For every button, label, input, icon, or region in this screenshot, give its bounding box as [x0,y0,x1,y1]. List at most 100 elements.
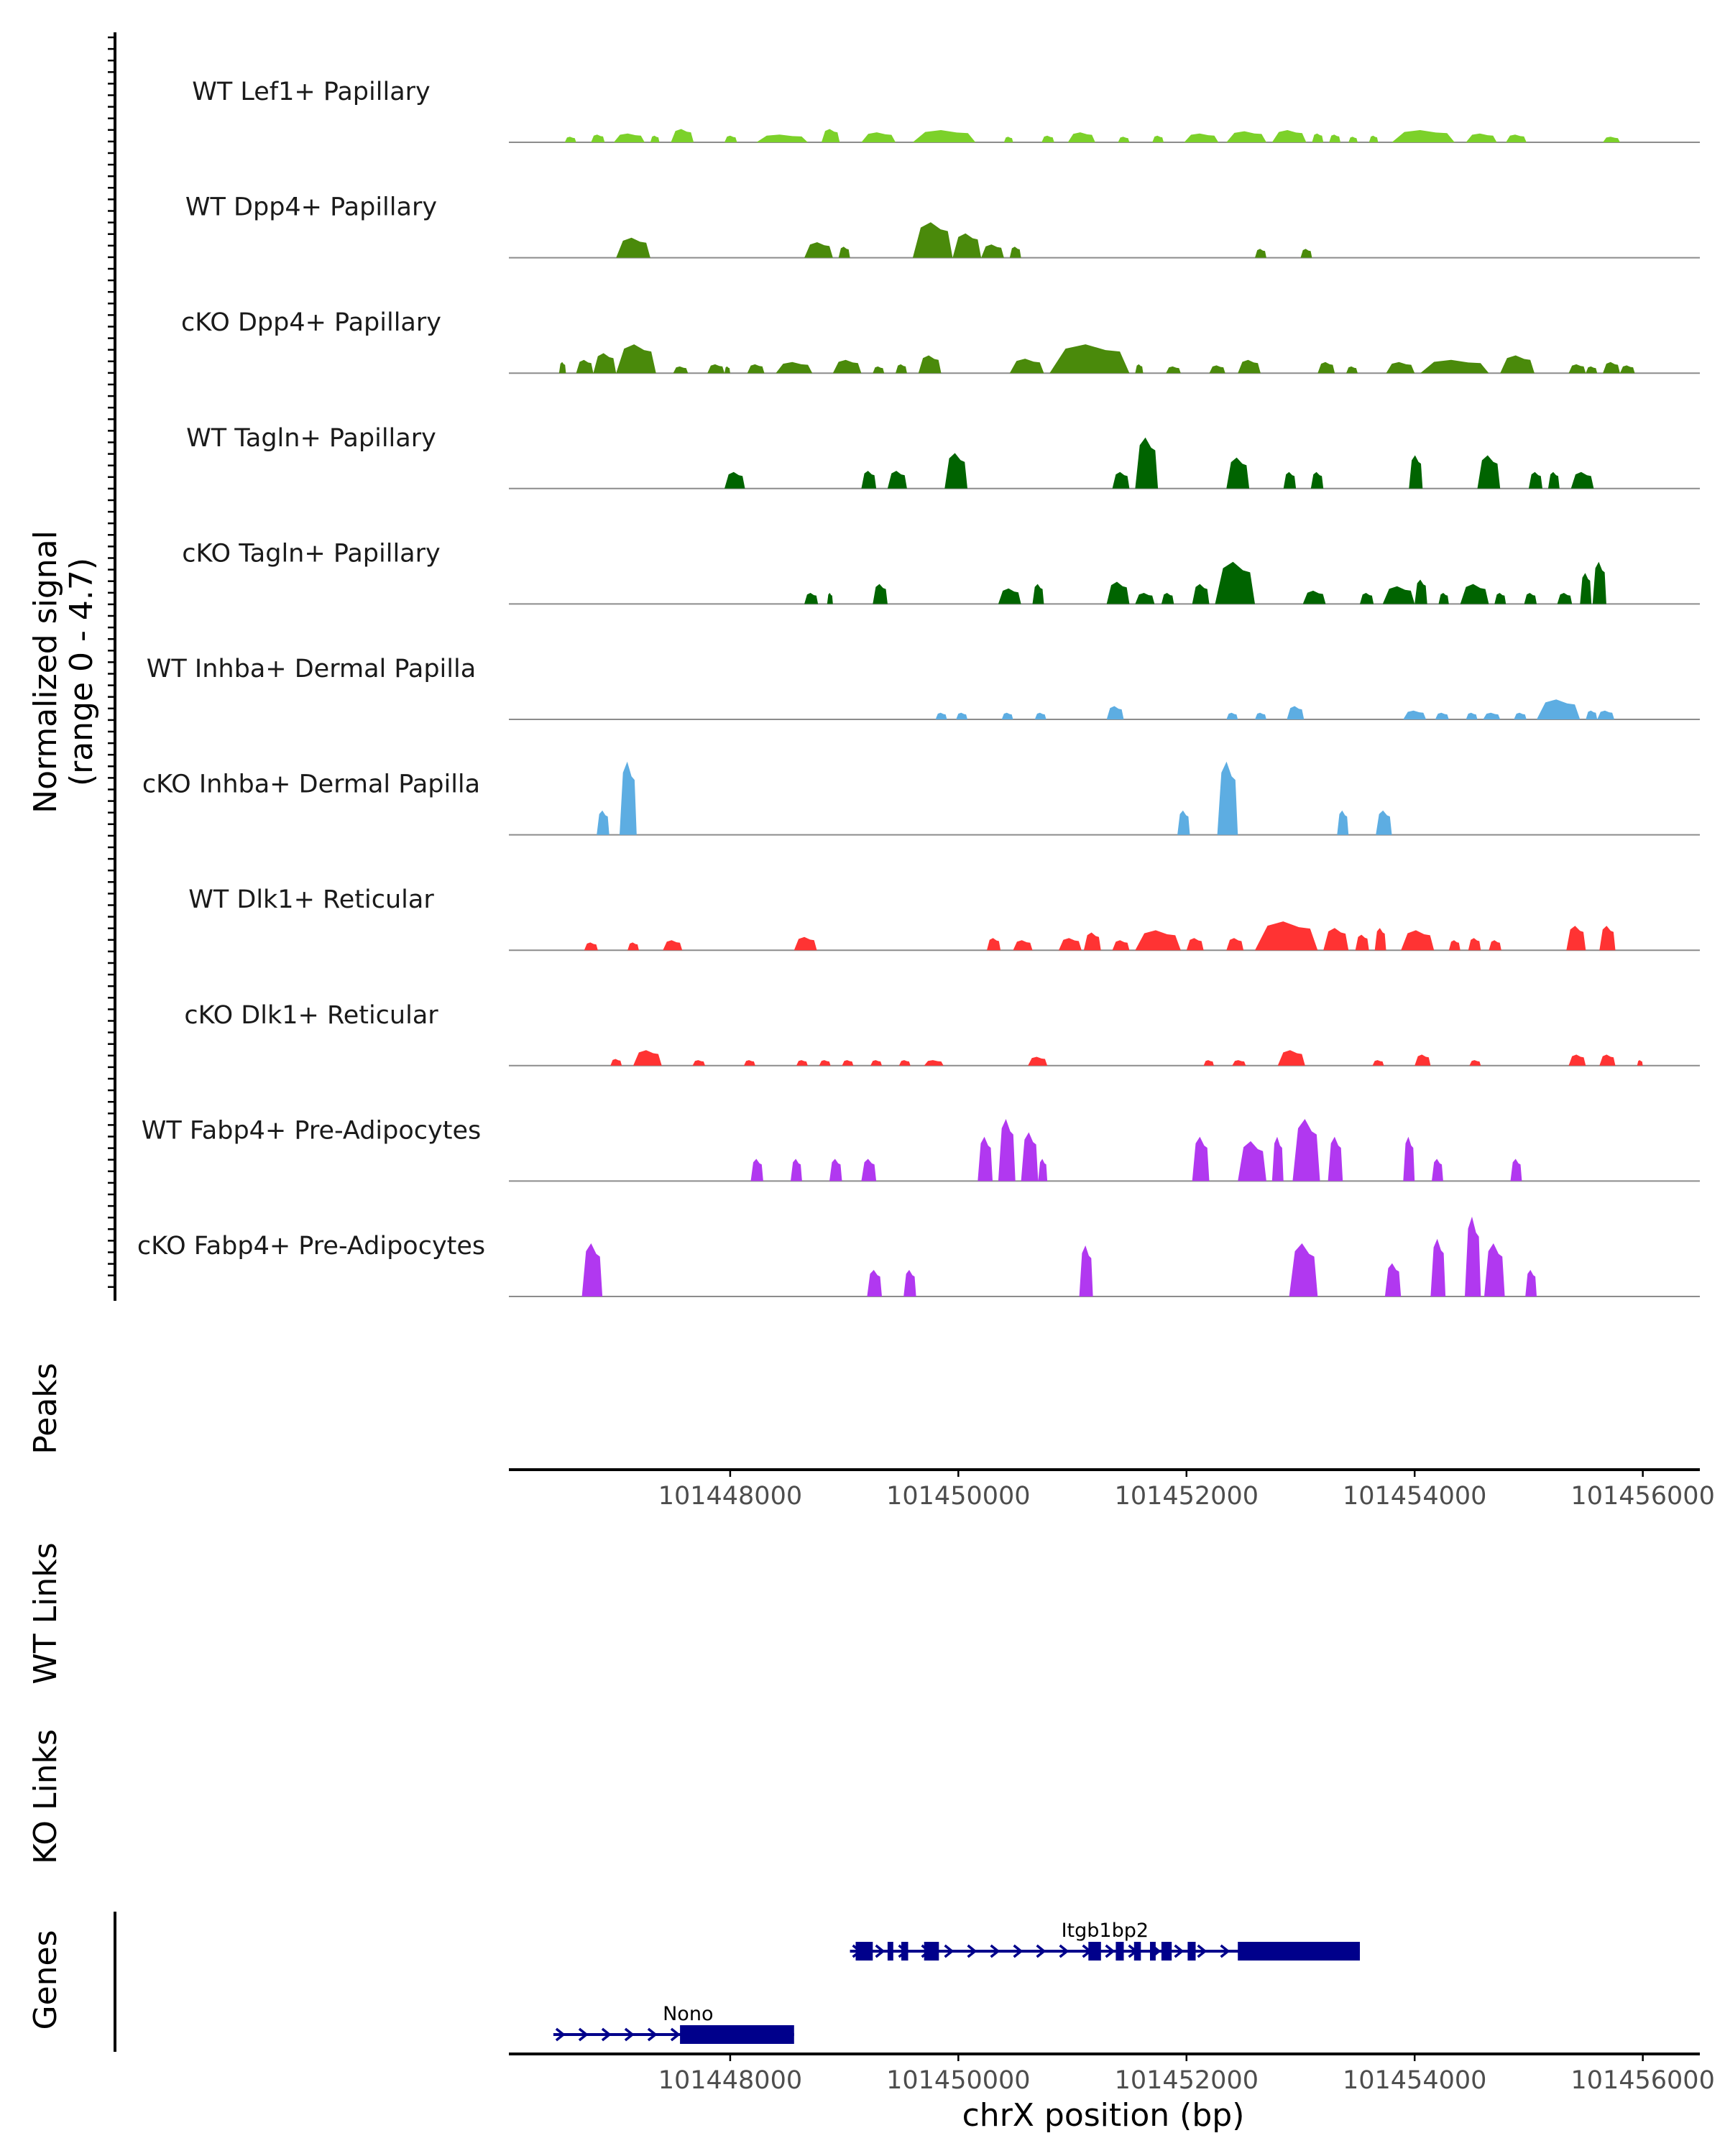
signal-peak [724,471,745,489]
signal-peak [1414,1054,1431,1066]
signal-peak [1329,134,1340,142]
signal-peak [1083,932,1101,951]
signal-peak [627,942,639,951]
signal-peak [1337,810,1349,835]
signal-peak [912,222,953,258]
signal-peak [829,1158,842,1181]
signal-peak [1292,1119,1320,1181]
signal-peak [1177,810,1190,835]
gene-track: Nono Itgb1bp2 [553,1920,1361,2044]
signal-peak [873,584,888,604]
genes-x-tick-label: 101448000 [658,2066,802,2095]
signal-peak [1348,137,1358,142]
signal-peak [1494,593,1506,604]
signal-peak [1586,366,1598,374]
signal-peak [1038,1158,1048,1181]
signal-peak [838,247,850,258]
track-label: cKO Inhba+ Dermal Papilla [142,770,480,799]
signal-peak [1432,1158,1443,1181]
genes-x-tick-label: 101450000 [886,2066,1030,2095]
peaks-x-tick-label: 101448000 [658,1482,802,1511]
gene-exon [887,1942,893,1961]
signal-peak [1255,249,1266,258]
signal-peak [1021,1132,1039,1181]
strand-arrow [875,1944,886,1958]
strand-arrow [1059,1944,1070,1958]
signal-peak [804,593,819,604]
signal-peak [1032,584,1044,604]
track-wt-inhba-dermal-papilla: WT Inhba+ Dermal Papilla [147,655,1700,720]
signal-peak [1255,712,1266,719]
genes-x-tick-label: 101452000 [1115,2066,1259,2095]
peaks-x-axis: 101448000 101450000 101452000 101454000 1014… [509,1468,1715,1511]
signal-peak [1226,131,1266,142]
signal-peak [1203,1060,1214,1066]
signal-peak [924,1060,944,1066]
signal-peak [1238,359,1261,374]
signal-peak [581,1243,603,1296]
signal-peak [1466,133,1497,142]
strand-arrow [1174,1944,1184,1958]
signal-peak [903,1270,916,1296]
strand-arrow [624,2027,635,2042]
signal-peak [620,761,637,835]
strand-arrow [578,2027,589,2042]
signal-peak [1001,712,1013,719]
signal-peak [861,471,877,489]
track-wt-dpp4-papillary: WT Dpp4+ Papillary [185,193,1700,259]
signal-peak [1277,1050,1305,1066]
track-label: cKO Tagln+ Papillary [182,539,441,568]
signal-peak [597,810,610,835]
signal-peak [1192,1136,1210,1181]
signal-peak [870,1060,882,1066]
signal-peak [1226,938,1244,951]
signal-peak [1637,1060,1643,1066]
signal-peak [616,344,656,374]
signal-peak [796,1060,808,1066]
strand-arrow [647,2027,658,2042]
wt-links-track-label: WT Links [27,1542,64,1684]
signal-peak [1597,710,1614,719]
strand-arrow [1197,1944,1208,1958]
signal-peak [1118,137,1130,142]
track-wt-dlk1-reticular: WT Dlk1+ Reticular [188,885,1700,952]
signal-peak [1386,361,1415,374]
signal-peak [1506,134,1527,142]
signal-peak [671,129,694,142]
signal-peak [1403,1136,1415,1181]
signal-peak [1079,1245,1093,1296]
signal-peak [827,593,833,604]
signal-peak [1209,365,1225,374]
track-wt-lef1-papillary: WT Lef1+ Papillary [192,78,1700,143]
track-cko-fabp4-pre-adipocytes: cKO Fabp4+ Pre-Adipocytes [137,1216,1700,1297]
signal-peak [898,1060,911,1066]
signal-peak [1302,590,1326,604]
signal-peak [867,1270,882,1296]
signal-peak [1484,1243,1505,1296]
signal-peak [1161,593,1174,604]
genes-x-tick-label: 101454000 [1343,2066,1486,2095]
signal-peak [981,244,1004,258]
signal-peak [1460,584,1489,604]
signal-peak [1435,712,1449,719]
track-label: WT Tagln+ Papillary [186,424,436,453]
signal-peak [1599,926,1616,951]
signal-peak [1525,1270,1537,1296]
signal-peak [1514,712,1527,719]
signal-peak [861,1158,877,1181]
signal-peak [1226,457,1250,489]
signal-peak [1372,1060,1384,1066]
track-label: WT Dlk1+ Reticular [188,885,434,914]
track-label: WT Dpp4+ Papillary [185,193,437,222]
signal-peak [1537,699,1581,719]
gene-exon [680,2025,794,2044]
peaks-x-tick-label: 101450000 [886,1482,1030,1511]
signal-peak [1603,137,1620,142]
signal-peak [1547,471,1560,489]
signal-peak [1186,938,1204,951]
signal-peak [1310,471,1324,489]
signal-peak [1557,593,1573,604]
signal-peak [912,130,976,142]
signal-peak [776,361,813,374]
signal-peak [1271,130,1307,142]
